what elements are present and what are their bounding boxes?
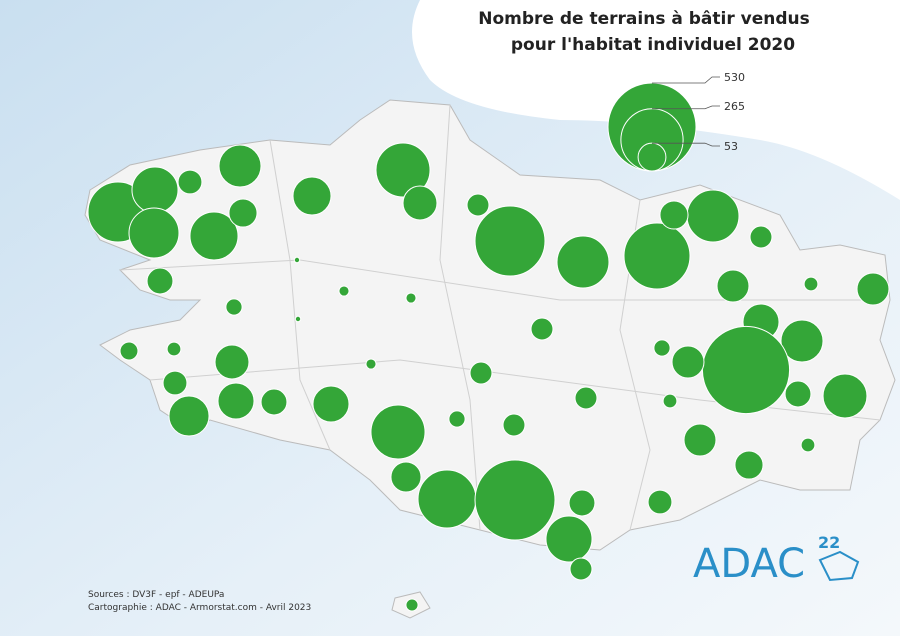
- proportional-circle: [545, 515, 593, 563]
- proportional-circle: [293, 256, 301, 264]
- proportional-circle: [225, 298, 243, 316]
- legend-label: 265: [724, 100, 745, 113]
- proportional-circle: [146, 267, 174, 295]
- legend-circle: [637, 142, 667, 172]
- proportional-circle: [338, 285, 350, 297]
- proportional-circle: [671, 345, 705, 379]
- proportional-circle: [177, 169, 203, 195]
- proportional-circle: [228, 198, 258, 228]
- proportional-circle: [686, 189, 740, 243]
- proportional-circle: [292, 176, 332, 216]
- logo: ADAC: [693, 541, 805, 587]
- proportional-circle: [780, 319, 824, 363]
- proportional-circle: [312, 385, 350, 423]
- proportional-circle: [647, 489, 673, 515]
- proportional-circle: [474, 205, 546, 277]
- proportional-circle: [784, 380, 812, 408]
- leader-line: [652, 142, 720, 147]
- leader-line: [652, 105, 720, 110]
- proportional-circle: [701, 325, 791, 415]
- proportional-circle: [502, 413, 526, 437]
- proportional-circle: [474, 459, 556, 541]
- proportional-circle: [623, 222, 691, 290]
- credits: Cartographie : ADAC - Armorstat.com - Av…: [88, 603, 311, 613]
- proportional-circle: [390, 461, 422, 493]
- proportional-circle: [469, 361, 493, 385]
- title-line: pour l'habitat individuel 2020: [511, 35, 795, 55]
- proportional-circle: [214, 344, 250, 380]
- proportional-circle: [402, 185, 438, 221]
- proportional-circle: [166, 341, 182, 357]
- proportional-circle: [683, 423, 717, 457]
- proportional-circle: [659, 200, 689, 230]
- proportional-circle: [716, 269, 750, 303]
- proportional-circle: [556, 235, 610, 289]
- proportional-circle: [162, 370, 188, 396]
- proportional-circle: [189, 211, 239, 261]
- proportional-circle: [448, 410, 466, 428]
- proportional-circle: [260, 388, 288, 416]
- legend: 530 265 53: [607, 71, 745, 172]
- proportional-circle: [119, 341, 139, 361]
- leader-line: [652, 76, 720, 84]
- legend-label: 53: [724, 140, 738, 153]
- proportional-circle: [466, 193, 490, 217]
- proportional-circle: [217, 382, 255, 420]
- proportional-circle: [749, 225, 773, 249]
- proportional-circle: [569, 557, 593, 581]
- logo-shape: [818, 550, 860, 582]
- proportional-circle: [375, 142, 431, 198]
- proportional-circle: [856, 272, 890, 306]
- proportional-circle: [370, 404, 426, 460]
- proportional-circle: [803, 276, 819, 292]
- proportional-circle: [568, 489, 596, 517]
- proportional-circle: [662, 393, 678, 409]
- proportional-circle: [131, 166, 179, 214]
- proportional-circle: [168, 395, 210, 437]
- proportional-circle: [574, 386, 598, 410]
- proportional-circle: [218, 144, 262, 188]
- proportional-circle: [294, 315, 302, 323]
- proportional-circle: [365, 358, 377, 370]
- proportional-circle: [417, 469, 477, 529]
- title-line: Nombre de terrains à bâtir vendus: [478, 9, 810, 29]
- sources: Sources : DV3F - epf - ADEUPa: [88, 590, 224, 600]
- proportional-circle: [800, 437, 816, 453]
- proportional-circle: [405, 292, 417, 304]
- proportional-circle: [822, 373, 868, 419]
- legend-label: 530: [724, 71, 745, 84]
- proportional-circle: [128, 207, 180, 259]
- logo-superscript: 22: [818, 533, 840, 552]
- proportional-circle: [530, 317, 554, 341]
- proportional-circle: [405, 598, 419, 612]
- proportional-circle: [653, 339, 671, 357]
- circles: [87, 142, 890, 612]
- proportional-circle: [734, 450, 764, 480]
